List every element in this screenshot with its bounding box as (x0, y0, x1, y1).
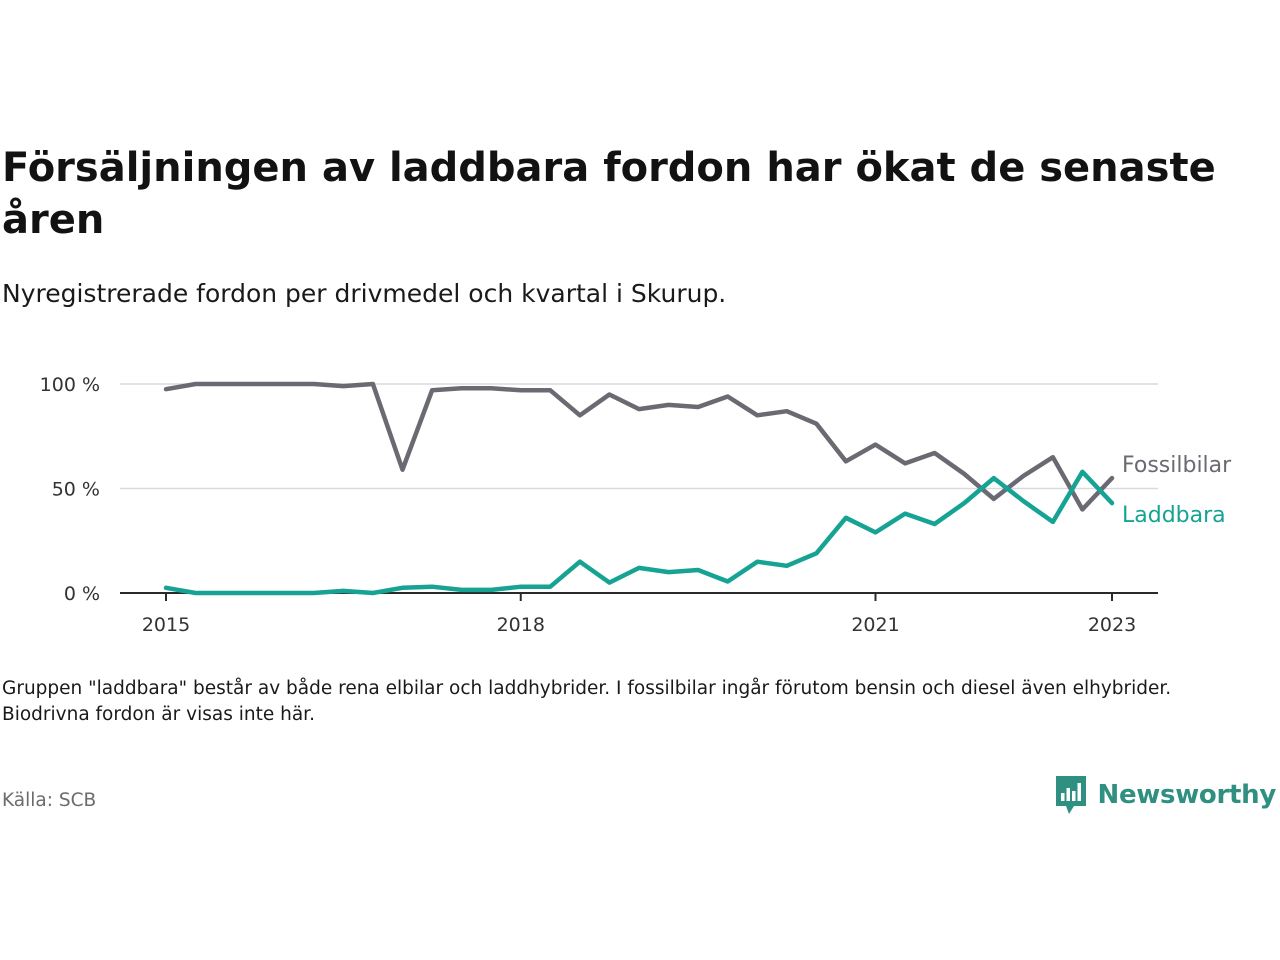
chart-title: Försäljningen av laddbara fordon har öka… (2, 145, 1216, 243)
line-chart: 0 % 50 % 100 % 2015 2018 2021 2023 Fossilbilar… (40, 374, 1233, 636)
y-tick-label: 0 % (64, 583, 100, 605)
x-tick-label: 2023 (1088, 614, 1136, 636)
series-label-laddbara: Laddbara (1122, 503, 1226, 528)
brand-logo: Newsworthy (1054, 774, 1276, 816)
y-tick-label: 50 % (52, 479, 100, 501)
series-layer (163, 381, 1115, 596)
source-note: Källa: SCB (2, 790, 97, 811)
label-layer: Fossilbilar Laddbara (1122, 453, 1232, 528)
x-tick-label: 2015 (142, 614, 190, 636)
newsworthy-logo-icon (1055, 776, 1086, 814)
series-line-fossilbilar (163, 381, 1115, 512)
x-tick-label: 2018 (497, 614, 545, 636)
chart-footnote: Gruppen "laddbara" består av både rena e… (2, 678, 1172, 725)
grid-layer (120, 383, 1158, 490)
series-line-laddbara (163, 469, 1115, 596)
series-label-fossilbilar: Fossilbilar (1122, 453, 1232, 478)
y-tick-label: 100 % (40, 374, 100, 396)
chart-subtitle: Nyregistrerade fordon per drivmedel och … (2, 279, 727, 308)
x-tick-label: 2021 (851, 614, 899, 636)
axis-layer: 0 % 50 % 100 % 2015 2018 2021 2023 (40, 374, 1158, 636)
brand-name: Newsworthy (1097, 780, 1277, 810)
